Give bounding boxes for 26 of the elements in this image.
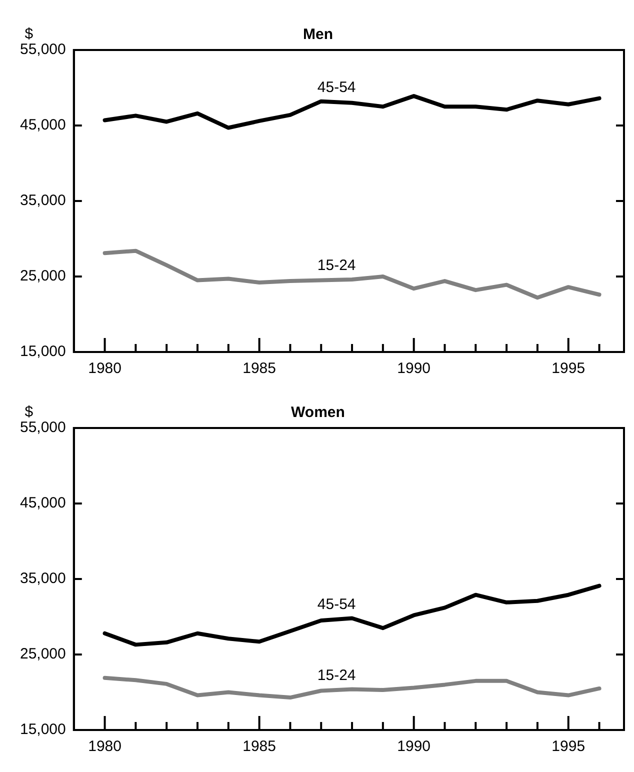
y-tick-label: 25,000 — [20, 646, 66, 663]
series-label: 15-24 — [317, 666, 356, 684]
y-tick-label: 55,000 — [20, 41, 66, 58]
y-tick-label: 35,000 — [20, 192, 66, 210]
y-tick-label: 15,000 — [20, 343, 66, 360]
x-tick-label: 1995 — [552, 738, 586, 756]
y-tick-label: 25,000 — [20, 268, 66, 285]
x-tick-label: 1985 — [242, 360, 276, 378]
chart-title: Men — [303, 26, 333, 44]
x-tick-label: 1995 — [552, 360, 586, 378]
x-tick-label: 1990 — [397, 738, 431, 756]
y-axis-title: $ — [24, 26, 34, 43]
chart-title: Women — [291, 404, 345, 422]
x-tick-label: 1990 — [397, 360, 431, 378]
series-label: 15-24 — [317, 257, 356, 274]
y-tick-label: 45,000 — [20, 116, 66, 134]
x-tick-label: 1985 — [242, 738, 276, 756]
y-tick-label: 55,000 — [20, 419, 66, 436]
y-tick-label: 45,000 — [20, 494, 66, 512]
series-label: 45-54 — [317, 78, 356, 96]
y-axis-title: $ — [24, 404, 34, 421]
y-tick-label: 15,000 — [20, 721, 66, 738]
x-tick-label: 1980 — [88, 738, 122, 756]
series-label: 45-54 — [317, 596, 356, 613]
x-tick-label: 1980 — [88, 360, 122, 378]
y-tick-label: 35,000 — [20, 570, 66, 588]
